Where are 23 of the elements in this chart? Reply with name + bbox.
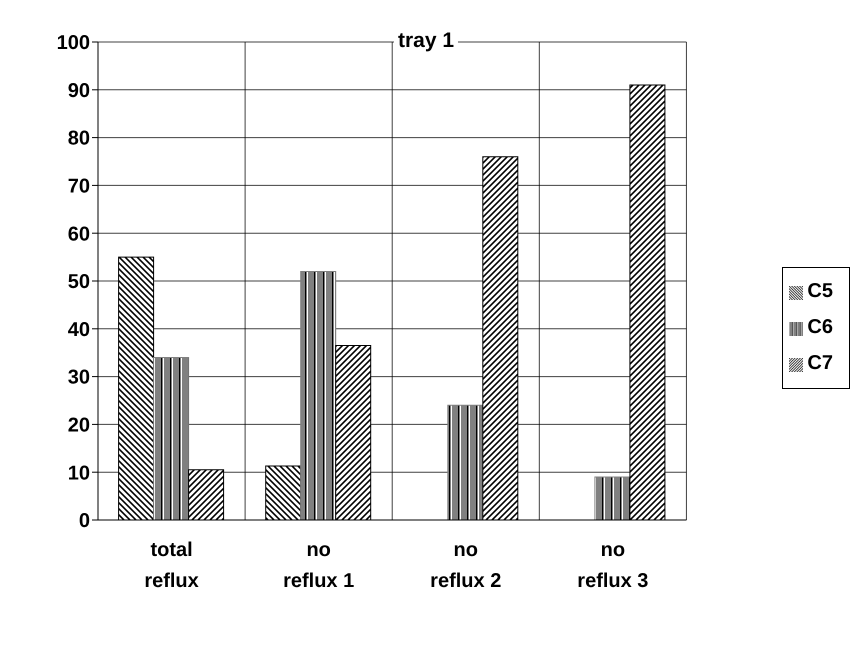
x-tick-label: total reflux [144, 539, 199, 592]
x-tick-label: no reflux 3 [577, 539, 648, 592]
legend-label: C6 [807, 316, 833, 338]
y-tick-label: 0 [78, 510, 90, 532]
y-tick-label: 30 [68, 366, 90, 389]
y-tick-label: 40 [68, 318, 90, 341]
y-tick-label: 80 [68, 128, 90, 150]
chart-title: tray 1 [394, 28, 458, 54]
y-tick-label: 10 [68, 462, 90, 484]
x-tick-label: no reflux 1 [283, 539, 354, 592]
bar [153, 356, 190, 520]
legend-label: C5 [807, 280, 833, 302]
x-tick-label: no reflux 2 [430, 539, 502, 592]
y-tick-label: 50 [68, 271, 90, 294]
y-tick-label: 90 [68, 80, 90, 102]
y-tick-label: 20 [68, 414, 90, 436]
legend-label: C7 [807, 352, 833, 374]
bar [594, 476, 630, 520]
y-tick-label: 60 [68, 223, 90, 246]
bar [300, 270, 336, 520]
bar [447, 404, 484, 520]
y-tick-label: 100 [56, 32, 90, 54]
y-tick-label: 70 [68, 176, 90, 198]
